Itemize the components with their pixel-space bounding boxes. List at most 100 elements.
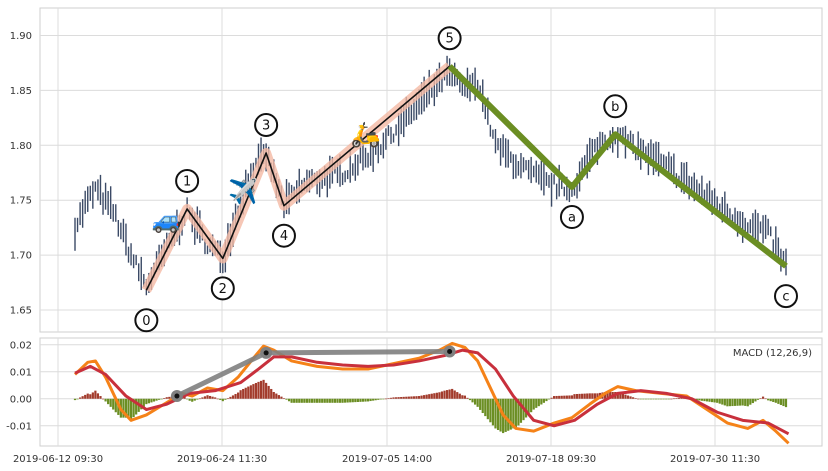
histogram-bar: [282, 398, 286, 399]
histogram-bar: [616, 392, 619, 399]
histogram-bar: [407, 396, 410, 399]
histogram-bar: [196, 398, 199, 400]
histogram-bar: [410, 396, 413, 399]
histogram-bar: [570, 395, 574, 399]
macd-legend: MACD (12,26,9): [733, 348, 812, 359]
histogram-bar: [698, 398, 701, 401]
x-tick-label: 2019-06-24 11:30: [177, 454, 267, 465]
wave-label-b: b: [603, 94, 628, 119]
histogram-bar: [499, 398, 502, 432]
histogram-bar: [512, 398, 515, 429]
histogram-bar: [89, 394, 92, 399]
histogram-bar: [364, 398, 367, 402]
histogram-bar: [206, 395, 209, 399]
histogram-bar: [366, 398, 370, 402]
wave-label-circle: [254, 112, 279, 137]
histogram-bar: [303, 398, 306, 403]
histogram-bar: [530, 398, 533, 413]
histogram-bar: [122, 398, 125, 418]
histogram-bar: [109, 398, 112, 407]
impulse-wave-line: [145, 65, 451, 291]
histogram-bar: [558, 395, 561, 399]
histogram-bar: [142, 398, 145, 407]
price-y-tick-label: 1.85: [10, 86, 32, 97]
histogram-bar: [739, 398, 742, 406]
histogram-bar: [81, 396, 84, 399]
histogram-bar: [761, 396, 765, 399]
histogram-bar: [524, 398, 528, 418]
histogram-bar: [749, 398, 752, 405]
histogram-bar: [514, 398, 517, 429]
histogram-bar: [183, 397, 186, 399]
histogram-bar: [326, 398, 329, 403]
histogram-bar: [491, 398, 495, 426]
histogram-bar: [754, 398, 757, 402]
histogram-bar: [412, 396, 416, 399]
histogram-bar: [494, 398, 497, 429]
histogram-bar: [453, 390, 456, 399]
wave-label-c: c: [774, 284, 798, 309]
histogram-bar: [244, 387, 247, 399]
histogram-bar: [588, 393, 591, 399]
macd-y-tick-label: 0.00: [10, 394, 32, 405]
histogram-bar: [428, 394, 431, 399]
histogram-bar: [695, 398, 698, 401]
histogram-bar: [644, 398, 647, 400]
histogram-bar: [606, 392, 609, 399]
histogram-bar: [657, 398, 660, 400]
histogram-bar: [193, 398, 196, 401]
histogram-bar: [458, 393, 461, 399]
x-axis: 2019-06-12 09:30 2019-06-24 11:30 2019-07-…: [13, 454, 760, 465]
histogram-bar: [394, 397, 398, 399]
histogram-bar: [537, 398, 540, 407]
histogram-bar: [547, 398, 551, 400]
histogram-bar: [99, 396, 102, 399]
histogram-bar: [293, 398, 296, 403]
histogram-bar: [331, 398, 334, 403]
x-tick-label: 2019-06-12 09:30: [13, 454, 103, 465]
histogram-bar: [247, 386, 250, 399]
histogram-bar: [440, 391, 444, 399]
histogram-bar: [94, 390, 97, 399]
wave-label-text: 3: [262, 118, 270, 133]
histogram-bar: [201, 397, 204, 399]
histogram-bar: [214, 397, 217, 399]
x-tick-label: 2019-07-30 11:30: [670, 454, 760, 465]
histogram-bar: [624, 394, 627, 399]
histogram-bar: [481, 398, 484, 414]
histogram-bar: [208, 395, 212, 399]
histogram-bar: [254, 382, 258, 399]
histogram-bar: [665, 398, 668, 400]
histogram-bar: [112, 398, 115, 410]
histogram-bar: [639, 398, 642, 400]
histogram-bar: [91, 392, 94, 399]
histogram-bar: [654, 398, 658, 400]
macd-plot-area: [39, 337, 823, 447]
histogram-bar: [397, 397, 400, 399]
wave-label-text: 0: [142, 314, 150, 329]
histogram-bar: [203, 396, 207, 399]
histogram-bar: [101, 398, 105, 400]
price-plot-area: [39, 7, 823, 333]
histogram-bar: [290, 398, 293, 403]
histogram-bar: [300, 398, 303, 403]
histogram-bar: [568, 395, 571, 399]
histogram-bar: [191, 398, 194, 402]
histogram-bar: [73, 398, 77, 401]
histogram-bar: [486, 398, 489, 420]
histogram-bar: [609, 392, 612, 399]
histogram-bar: [542, 398, 546, 403]
histogram-bar: [637, 398, 640, 400]
histogram-bar: [272, 392, 275, 399]
histogram-bar: [275, 393, 278, 399]
histogram-bar: [377, 398, 380, 400]
price-y-tick-label: 1.80: [10, 141, 32, 152]
histogram-bar: [84, 394, 87, 399]
histogram-bar: [573, 394, 576, 399]
histogram-bar: [430, 393, 433, 399]
histogram-bar: [420, 395, 423, 399]
histogram-bar: [527, 398, 530, 415]
histogram-bar: [392, 397, 395, 399]
histogram-bar: [591, 393, 594, 399]
histogram-bar: [287, 398, 291, 402]
